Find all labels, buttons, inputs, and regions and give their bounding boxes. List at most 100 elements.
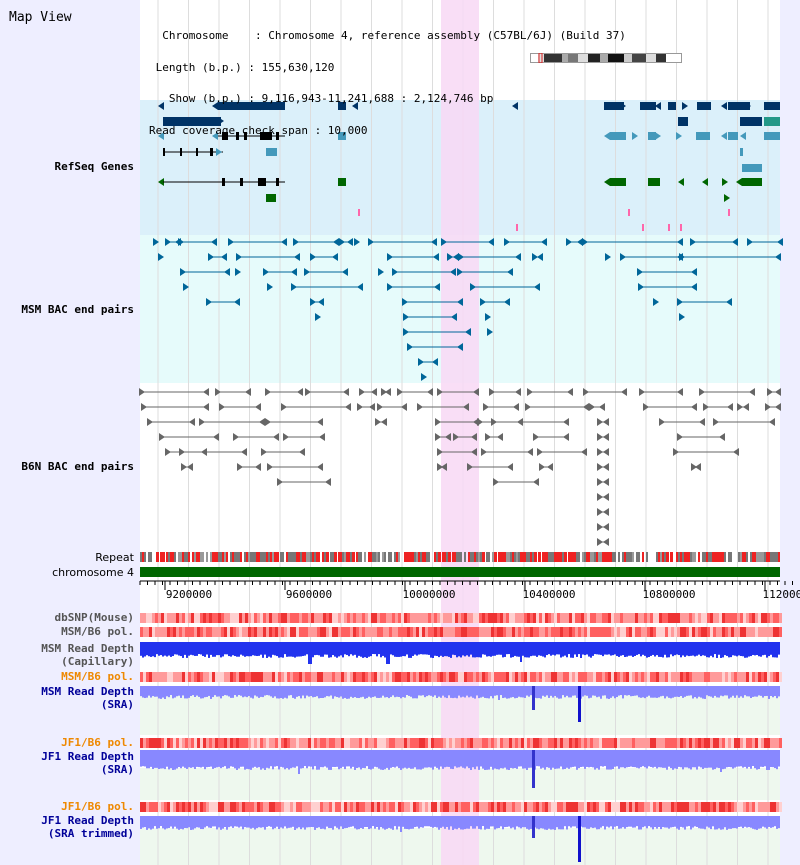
bac-end-right: [441, 463, 447, 471]
depth-bar: [394, 642, 396, 657]
polymorphism-cell: [569, 802, 572, 812]
polymorphism-cell: [314, 802, 317, 812]
polymorphism-cell: [236, 802, 239, 812]
repeat-element: [254, 552, 256, 562]
depth-bar: [600, 816, 602, 828]
polymorphism-cell: [413, 672, 416, 682]
repeat-element: [656, 552, 658, 562]
depth-bar: [296, 642, 298, 657]
depth-bar: [422, 642, 424, 655]
polymorphism-cell: [758, 802, 761, 812]
dbsnp-label[interactable]: dbSNP(Mouse): [54, 611, 134, 624]
depth-bar: [524, 750, 526, 769]
depth-bar: [454, 750, 456, 767]
depth-bar: [648, 686, 650, 696]
jf1-depth-sra-label-1[interactable]: JF1 Read Depth: [41, 750, 134, 763]
depth-bar: [748, 642, 750, 657]
jf1-depth-trimmed-label-1[interactable]: JF1 Read Depth: [41, 814, 134, 827]
depth-bar: [262, 686, 264, 698]
polymorphism-cell: [551, 738, 554, 748]
chromosome-ideogram[interactable]: [530, 53, 682, 63]
depth-bar: [514, 642, 516, 656]
jf1-depth-sra-label-2[interactable]: (SRA): [100, 763, 134, 776]
depth-bar: [186, 686, 188, 699]
polymorphism-cell: [572, 627, 575, 637]
polymorphism-cell: [365, 672, 368, 682]
polymorphism-cell: [329, 672, 332, 682]
depth-bar: [184, 816, 186, 828]
repeat-element: [604, 552, 607, 562]
depth-bar: [480, 642, 482, 658]
depth-bar: [244, 642, 246, 657]
depth-bar: [374, 750, 376, 767]
depth-bar: [518, 642, 520, 657]
msm-b6-pol-sra-label[interactable]: MSM/B6 pol.: [61, 670, 134, 683]
depth-bar: [662, 816, 664, 828]
jf1-depth-trimmed-label-2[interactable]: (SRA trimmed): [47, 827, 134, 840]
depth-bar: [464, 816, 466, 830]
b6n-bac-label[interactable]: B6N BAC end pairs: [21, 460, 134, 473]
polymorphism-cell: [695, 738, 698, 748]
polymorphism-cell: [560, 627, 563, 637]
depth-bar: [538, 750, 540, 767]
polymorphism-cell: [200, 672, 203, 682]
repeat-element: [552, 552, 554, 562]
depth-spike: [532, 686, 535, 710]
depth-bar: [530, 686, 532, 696]
depth-bar: [742, 686, 744, 698]
polymorphism-cell: [674, 613, 677, 623]
jf1-b6-pol-trimmed-label[interactable]: JF1/B6 pol.: [61, 800, 134, 813]
msm-bac-label[interactable]: MSM BAC end pairs: [21, 303, 134, 316]
polymorphism-cell: [179, 672, 182, 682]
polymorphism-cell: [365, 738, 368, 748]
polymorphism-cell: [767, 738, 770, 748]
bac-end-left: [679, 313, 685, 321]
depth-bar: [642, 686, 644, 698]
msm-depth-capillary-label-1[interactable]: MSM Read Depth: [41, 642, 134, 655]
depth-bar: [756, 642, 758, 655]
depth-bar: [510, 642, 512, 658]
polymorphism-cell: [398, 627, 401, 637]
depth-bar: [262, 816, 264, 828]
depth-bar: [436, 642, 438, 656]
polymorphism-cell: [296, 738, 299, 748]
depth-bar: [142, 642, 144, 658]
depth-bar: [664, 686, 666, 699]
jf1-b6-pol-label[interactable]: JF1/B6 pol.: [61, 736, 134, 749]
depth-bar: [444, 816, 446, 829]
repeat-element: [200, 552, 202, 562]
depth-bar: [562, 686, 564, 696]
refseq-genes-label[interactable]: RefSeq Genes: [54, 160, 134, 173]
msm-depth-sra-label-1[interactable]: MSM Read Depth: [41, 685, 134, 698]
depth-bar: [300, 642, 302, 657]
msm-b6-pol-label[interactable]: MSM/B6 pol.: [61, 625, 134, 638]
axis-ticks: 9200000 9600000 10000000 10400000 10800000 11…: [139, 581, 800, 601]
polymorphism-cell: [326, 738, 329, 748]
msm-depth-capillary-label-2[interactable]: (Capillary): [61, 655, 134, 668]
depth-bar: [620, 816, 622, 829]
polymorphism-cell: [272, 672, 275, 682]
depth-bar: [464, 642, 466, 657]
depth-bar: [508, 750, 510, 770]
depth-bar: [146, 750, 148, 769]
polymorphism-cell: [431, 672, 434, 682]
depth-bar: [270, 686, 272, 697]
polymorphism-cell: [644, 627, 647, 637]
depth-bar: [696, 642, 698, 656]
bac-end-right: [599, 403, 605, 411]
polymorphism-cell: [398, 613, 401, 623]
depth-bar: [374, 642, 376, 655]
polymorphism-cell: [428, 802, 431, 812]
polymorphism-cell: [650, 613, 653, 623]
depth-bar: [306, 642, 308, 655]
region-info: Chromosome : Chromosome 4, reference ass…: [149, 10, 626, 147]
polymorphism-cell: [359, 613, 362, 623]
depth-bar: [556, 750, 558, 769]
polymorphism-cell: [266, 672, 269, 682]
depth-bar: [614, 642, 616, 655]
depth-bar: [438, 816, 440, 830]
ideogram-position-marker[interactable]: [538, 53, 543, 63]
msm-depth-sra-label-2[interactable]: (SRA): [100, 698, 134, 711]
polymorphism-cell: [461, 672, 464, 682]
bac-end-right: [317, 463, 323, 471]
